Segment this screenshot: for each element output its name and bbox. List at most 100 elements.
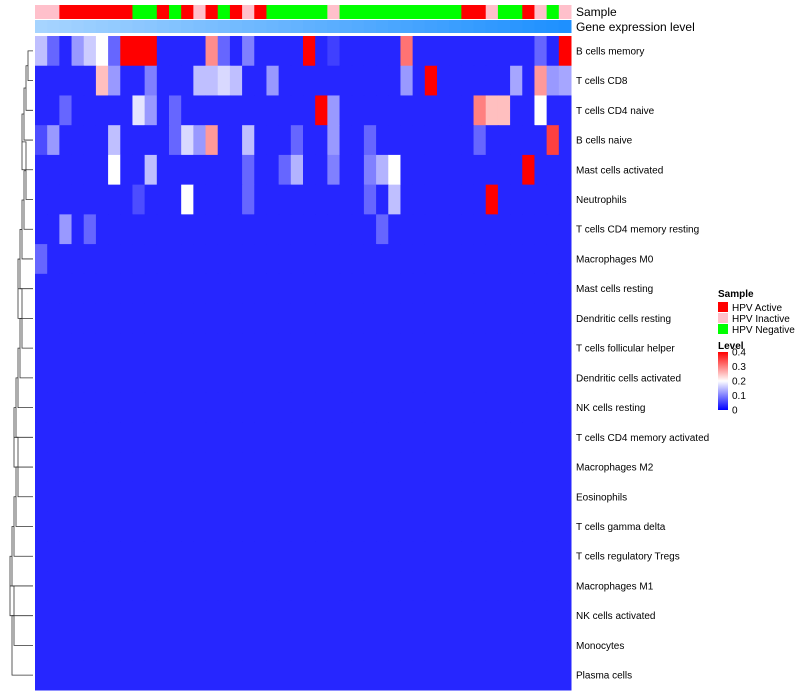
heatmap-cell <box>47 481 60 513</box>
heatmap-cell <box>205 363 219 394</box>
heatmap-cell <box>388 363 401 394</box>
heatmap-cell <box>95 481 109 513</box>
heatmap-cell <box>144 541 158 572</box>
heatmap-cell <box>327 244 341 275</box>
heatmap-cell <box>363 154 377 186</box>
heatmap-cell <box>35 571 48 602</box>
heatmap-cell <box>229 184 243 215</box>
sample-legend-swatch <box>718 313 728 323</box>
heatmap-cell <box>400 125 414 156</box>
expression-annotation-cell <box>339 20 353 33</box>
sample-annotation-cell <box>229 5 243 19</box>
heatmap-cell <box>351 511 365 542</box>
heatmap-cell <box>278 184 292 215</box>
heatmap-cell <box>229 600 243 632</box>
heatmap-cell <box>376 422 389 453</box>
heatmap-cell <box>144 660 158 691</box>
heatmap-cell <box>400 452 414 483</box>
heatmap-cell <box>193 184 207 215</box>
heatmap-cell <box>412 392 426 423</box>
heatmap-cell <box>290 125 304 156</box>
heatmap-cell <box>303 660 316 691</box>
heatmap-cell <box>534 363 548 394</box>
heatmap-cell <box>290 571 304 602</box>
heatmap-cell <box>266 541 280 572</box>
heatmap-cell <box>315 392 328 423</box>
sample-annotation-cell <box>144 5 158 19</box>
heatmap-cell <box>290 660 304 691</box>
heatmap-cell <box>47 363 60 394</box>
expression-annotation-cell <box>497 20 511 33</box>
heatmap-cell <box>339 660 353 691</box>
expression-annotation-cell <box>534 20 548 33</box>
heatmap-cell <box>388 422 401 453</box>
heatmap-cell <box>327 660 341 691</box>
heatmap-cell <box>35 184 48 215</box>
heatmap-cell <box>108 422 121 453</box>
row-label: T cells CD4 memory activated <box>576 433 709 444</box>
heatmap-cell <box>290 244 304 275</box>
heatmap-cell <box>424 333 438 364</box>
expression-annotation-cell <box>388 20 401 33</box>
heatmap-cell <box>485 184 499 215</box>
heatmap-cell <box>546 571 560 602</box>
heatmap-cell <box>290 273 304 305</box>
sample-legend-title: Sample <box>718 289 754 300</box>
heatmap-cell <box>242 630 255 661</box>
heatmap-cell <box>303 154 316 186</box>
heatmap-cell <box>266 660 280 691</box>
heatmap-cell <box>534 95 548 126</box>
heatmap-cell <box>534 333 548 364</box>
heatmap-cell <box>363 392 377 423</box>
heatmap-cell <box>242 273 255 305</box>
row-label: T cells CD8 <box>576 76 628 87</box>
heatmap-cell <box>473 36 487 67</box>
heatmap-cell <box>120 630 133 661</box>
heatmap-cell <box>229 363 243 394</box>
heatmap-cell <box>461 95 475 126</box>
heatmap-cell <box>229 95 243 126</box>
heatmap-cell <box>351 65 365 96</box>
heatmap-cell <box>95 630 109 661</box>
sample-annotation-cell <box>363 5 377 19</box>
heatmap-cell <box>363 303 377 334</box>
heatmap-cell <box>522 481 535 513</box>
heatmap-cell <box>169 392 182 423</box>
heatmap-cell <box>546 154 560 186</box>
heatmap-cell <box>132 36 146 67</box>
heatmap-cell <box>156 273 170 305</box>
heatmap-cell <box>169 422 182 453</box>
heatmap-cell <box>461 660 475 691</box>
heatmap-cell <box>290 541 304 572</box>
heatmap-cell <box>95 95 109 126</box>
heatmap-cell <box>437 600 450 632</box>
heatmap-cell <box>534 422 548 453</box>
heatmap-cell <box>449 511 462 542</box>
heatmap-cell <box>217 303 231 334</box>
expression-annotation-cell <box>144 20 158 33</box>
heatmap-cell <box>217 363 231 394</box>
heatmap-cell <box>95 333 109 364</box>
heatmap-cell <box>132 392 146 423</box>
expression-annotation-cell <box>473 20 487 33</box>
heatmap-cell <box>546 184 560 215</box>
heatmap-cell <box>497 600 511 632</box>
heatmap-cell <box>254 303 267 334</box>
heatmap-cell <box>290 154 304 186</box>
heatmap-cell <box>242 303 255 334</box>
heatmap-cell <box>449 36 462 67</box>
heatmap-cell <box>449 660 462 691</box>
heatmap-cell <box>254 273 267 305</box>
heatmap-cell <box>461 511 475 542</box>
heatmap-cell <box>534 452 548 483</box>
heatmap-cell <box>120 571 133 602</box>
heatmap-cell <box>278 363 292 394</box>
heatmap-cell <box>35 273 48 305</box>
heatmap-cell <box>412 660 426 691</box>
heatmap-cell <box>47 333 60 364</box>
heatmap-cell <box>35 36 48 67</box>
heatmap-cell <box>388 125 401 156</box>
heatmap-cell <box>351 303 365 334</box>
heatmap-cell <box>144 392 158 423</box>
heatmap-cell <box>546 65 560 96</box>
